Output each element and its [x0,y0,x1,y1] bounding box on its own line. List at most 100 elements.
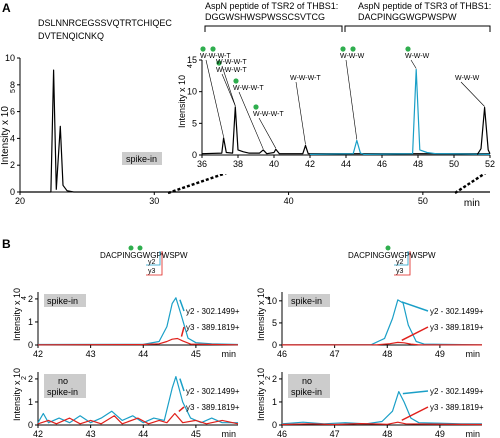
x-tick-label: 44 [341,159,351,169]
inset-ylabel-exp: 4 [187,64,194,68]
y-tick-label: 0 [10,187,15,197]
x-tick-label: 45 [191,349,201,359]
glucose-dot [137,245,143,251]
x-tick-label: 44 [138,429,148,438]
y-tick-label: 0 [272,420,277,430]
y-tick-label: 1 [28,397,33,407]
zoom-line-right [454,168,491,195]
peak1-label-line1: DSLNNRCEGSSVQTRTCHIQEC [38,18,172,28]
glycoform-label: W-W-W-T [200,53,231,60]
y-tick-label: 1 [272,397,277,407]
inset-trace-late [476,106,491,155]
xic-panel: 42 43 44 45 0 1 2 min Intensity x 10 4 spike-in y2 … [12,288,240,359]
x-tick-label: 45 [191,429,201,438]
glucose-dot [216,60,222,66]
tsr2-seq: DGGWSHWSPWSSCSVTCG [205,12,325,22]
y3-leader [401,406,429,421]
no-spike-in-label-2: spike-in [47,387,78,397]
x-tick-label: 20 [15,196,25,206]
xic-xlabel: min [465,429,480,438]
y2-leader [179,378,185,392]
x-tick-label: 46 [277,349,287,359]
y3-leader [180,326,185,337]
zoom-line-left [167,169,233,195]
x-tick-label: 50 [449,159,459,169]
xic-ylabel-exp: 4 [21,296,28,300]
x-tick-label: 30 [149,196,159,206]
x-tick-label: 46 [277,429,287,438]
y-tick-label: 2 [28,374,33,384]
x-tick-label: 42 [33,429,43,438]
y-tick-label: 2 [272,374,277,384]
panel-b-label: B [2,237,11,251]
main-trace [20,69,490,193]
x-tick-label: 49 [435,349,445,359]
no-spike-in-badge [288,374,330,398]
glycoform-leader [345,59,358,140]
glucose-dot [233,78,239,84]
glucose-dot [385,245,391,251]
xic-ylabel-exp: 2 [265,376,272,380]
y-tick-label: 4 [10,133,15,143]
x-tick-label: 48 [382,349,392,359]
glycoform-leader [258,117,277,149]
spike-in-label: spike-in [291,296,322,306]
glycoform-leader [221,73,236,106]
tsr3-title: AspN peptide of TSR3 of THBS1: [358,1,491,11]
y2-tag: y2 [148,259,156,266]
glycoform-leader [295,81,306,145]
y-tick-label: 0 [28,420,33,430]
xic-ylabel-exp: 4 [265,296,272,300]
y3-leader [178,406,185,413]
no-spike-in-label-1: no [302,376,312,386]
no-spike-in-label-1: no [58,376,68,386]
x-tick-label: 38 [233,159,243,169]
main-xlabel: min [464,198,480,209]
glucose-dot [340,46,346,52]
glycoform-label: W-W-W-T [233,85,264,92]
y-tick-label: 6 [10,107,15,117]
x-tick-label: 42 [33,349,43,359]
xic-ylabel: Intensity x 10 [12,288,22,341]
x-tick-label: 43 [86,429,96,438]
glycoform-leader [460,81,485,107]
x-tick-label: 40 [284,196,294,206]
y3-annotation: y3 - 389.1819+ [430,323,484,332]
y2-tag: y2 [396,259,404,266]
glycoform-label: W-W-W [455,75,480,82]
x-tick-label: 49 [435,429,445,438]
x-tick-label: 46 [377,159,387,169]
xic-xlabel: min [221,429,236,438]
x-tick-label: 40 [269,159,279,169]
y2-annotation: y2 - 302.1499+ [186,387,240,396]
xic-panel: 46 47 48 49 0 5 10 min Intensity x 10 4 spike-in y2… [256,288,484,359]
y2-annotation: y2 - 302.1499+ [186,307,240,316]
spike-in-badge-a [122,152,162,165]
spike-in-label: spike-in [47,296,78,306]
y-tick-label: 15 [187,55,197,65]
main-ylabel: Intensity x 10 [0,106,11,165]
no-spike-in-label-2: spike-in [291,387,322,397]
peak1-label-line2: DVTENQICNKQ [38,31,104,41]
y3-bracket [394,251,411,276]
inset-trace-tsr3 [309,68,491,155]
glycoform-label: W-W-W-T [216,59,247,66]
y3-tag: y3 [148,268,156,275]
xic-y3-trace [281,421,483,426]
glycoform-label: W-W-W [405,53,430,60]
xic-xlabel: min [465,349,480,359]
glycoform-label: W-W-W [340,53,365,60]
xic-ylabel-exp: 2 [21,376,28,380]
spike-in-badge [288,294,330,307]
x-tick-label: 48 [413,159,423,169]
bracket-tsr3 [344,25,491,32]
tsr2-title: AspN peptide of TSR2 of THBS1: [205,1,338,11]
x-tick-label: 50 [418,196,428,206]
x-tick-label: 36 [197,159,207,169]
y2-leader [179,299,185,312]
y2-leader [402,390,429,395]
x-tick-label: 47 [330,429,340,438]
main-ylabel-exp: 5 [10,89,17,93]
